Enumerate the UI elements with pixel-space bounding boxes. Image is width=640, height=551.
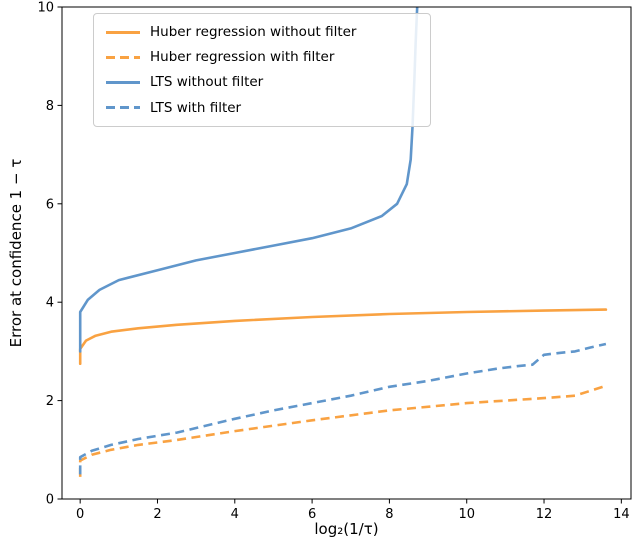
x-tick-label: 10 (458, 507, 475, 522)
y-tick-label: 4 (46, 296, 54, 311)
x-tick-label: 14 (613, 507, 630, 522)
axes-frame (61, 6, 632, 500)
x-tick-label: 2 (153, 507, 161, 522)
legend-line-sample (106, 55, 140, 59)
series-line-huber-regression-with-filter (78, 384, 607, 477)
y-axis-label: Error at confidence 1 − τ (7, 158, 25, 348)
y-tick-label: 8 (46, 99, 54, 114)
x-axis-label: log₂(1/τ) (314, 520, 379, 538)
x-tick-label: 12 (536, 507, 553, 522)
y-tick-label: 6 (46, 197, 54, 212)
legend-line-sample (106, 30, 140, 34)
legend-label: Huber regression without filter (150, 24, 357, 40)
x-tick-label: 4 (231, 507, 239, 522)
x-tick-label: 6 (308, 507, 316, 522)
x-tick-label: 8 (385, 507, 393, 522)
legend-item: LTS without filter (106, 74, 418, 90)
legend-label: LTS without filter (150, 74, 264, 91)
y-tick-label: 2 (46, 394, 54, 409)
legend-item: Huber regression with filter (106, 49, 418, 65)
y-tick-label: 0 (46, 493, 54, 508)
legend-line-sample (106, 80, 140, 84)
y-tick-label: 10 (37, 1, 54, 16)
legend-line-sample (106, 106, 140, 110)
legend: Huber regression without filter Huber re… (93, 13, 431, 127)
legend-item: Huber regression without filter (106, 24, 418, 40)
legend-label: Huber regression with filter (150, 49, 335, 66)
x-tick-label: 0 (76, 507, 84, 522)
legend-item: LTS with filter (106, 100, 418, 116)
legend-label: LTS with filter (150, 99, 242, 116)
series-line-lts-with-filter (78, 342, 607, 475)
series-line-huber-regression-without-filter (78, 308, 608, 366)
